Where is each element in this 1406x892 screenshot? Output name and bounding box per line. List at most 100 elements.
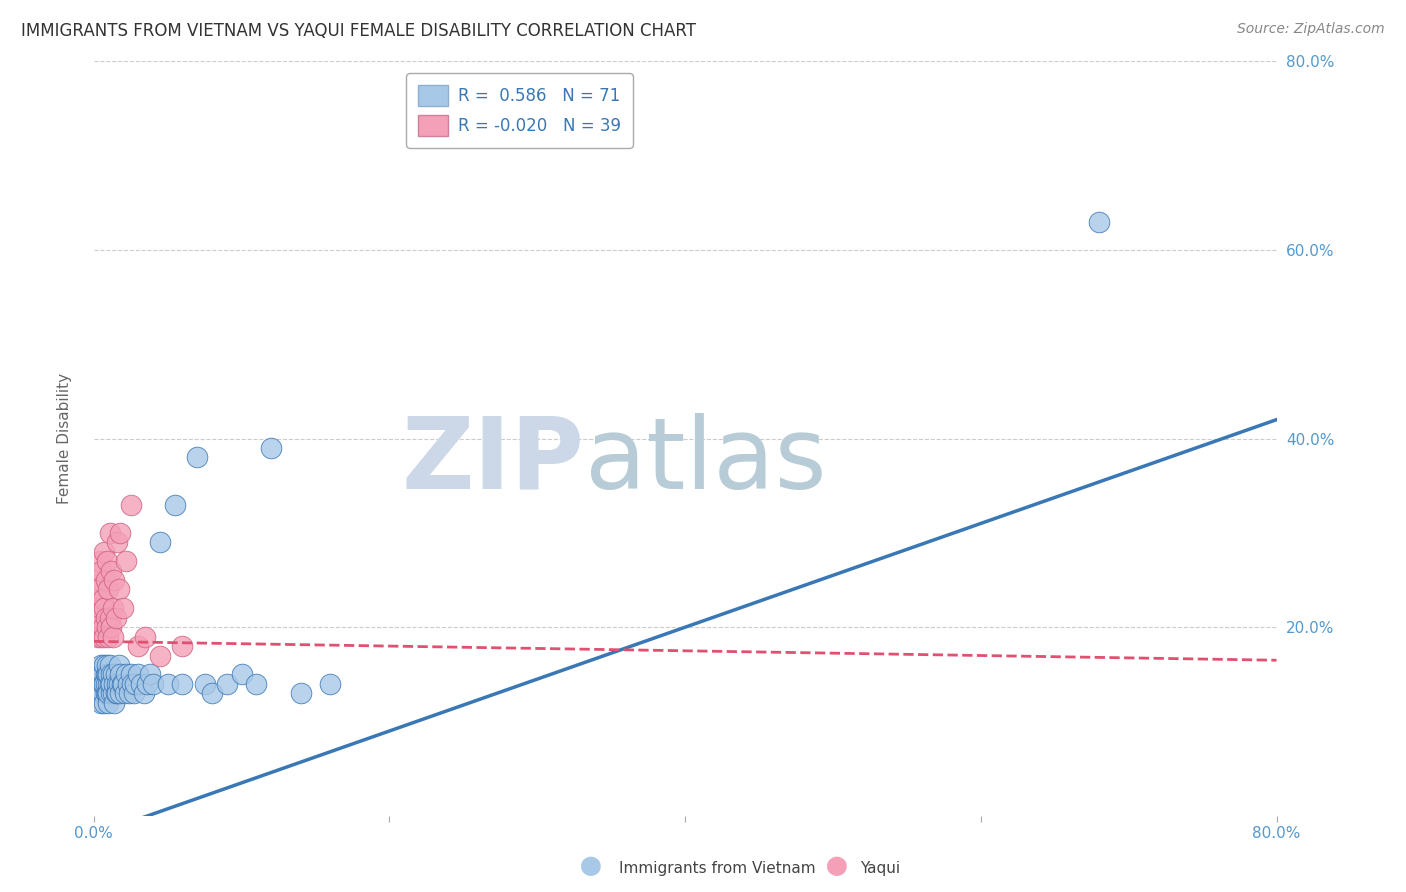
Point [97, 582, 120, 597]
Point [120, 667, 142, 681]
Y-axis label: Female Disability: Female Disability [58, 373, 72, 504]
Point [98, 677, 121, 691]
Point [120, 498, 142, 512]
Point [110, 667, 132, 681]
Point [112, 677, 135, 691]
Point [100, 677, 122, 691]
Point [90, 677, 112, 691]
Point [89, 611, 111, 625]
Point [90, 601, 112, 615]
Point [245, 677, 267, 691]
Point [91, 686, 114, 700]
Point [142, 677, 165, 691]
Point [87, 667, 110, 681]
Point [115, 554, 138, 568]
Point [101, 630, 124, 644]
Point [91, 677, 114, 691]
Point [149, 535, 172, 549]
Point [90, 564, 112, 578]
Point [100, 667, 122, 681]
Point [215, 677, 238, 691]
Point [93, 696, 115, 710]
Point [201, 686, 224, 700]
Point [117, 677, 139, 691]
Point [93, 657, 115, 672]
Point [96, 686, 118, 700]
Point [94, 667, 117, 681]
Point [290, 686, 312, 700]
Point [97, 630, 120, 644]
Point [90, 696, 112, 710]
Text: Immigrants from Vietnam: Immigrants from Vietnam [619, 861, 815, 876]
Text: ⬤: ⬤ [825, 856, 848, 876]
Point [111, 677, 134, 691]
Point [319, 677, 342, 691]
Point [100, 686, 122, 700]
Point [100, 620, 122, 634]
Point [132, 686, 155, 700]
Point [103, 696, 125, 710]
Point [89, 686, 111, 700]
Point [127, 639, 149, 653]
Point [105, 677, 128, 691]
Text: Yaqui: Yaqui [860, 861, 901, 876]
Point [108, 657, 131, 672]
Point [122, 686, 145, 700]
Point [112, 601, 135, 615]
Point [94, 677, 117, 691]
Point [93, 601, 115, 615]
Point [96, 667, 118, 681]
Point [231, 667, 253, 681]
Point [260, 441, 283, 455]
Point [96, 657, 118, 672]
Point [110, 686, 132, 700]
Point [89, 554, 111, 568]
Point [97, 686, 120, 700]
Point [118, 686, 141, 700]
Point [101, 601, 124, 615]
Point [97, 677, 120, 691]
Point [108, 677, 131, 691]
Legend: R =  0.586   N = 71, R = -0.020   N = 39: R = 0.586 N = 71, R = -0.020 N = 39 [406, 73, 633, 148]
Text: ⬤: ⬤ [579, 856, 602, 876]
Point [91, 667, 114, 681]
Point [90, 657, 112, 672]
Point [104, 667, 127, 681]
Point [103, 677, 125, 691]
Point [129, 677, 152, 691]
Point [101, 686, 124, 700]
Point [127, 667, 149, 681]
Point [96, 620, 118, 634]
Point [105, 535, 128, 549]
Point [156, 677, 179, 691]
Text: atlas: atlas [585, 413, 827, 509]
Point [172, 677, 194, 691]
Point [1088, 214, 1111, 228]
Text: IMMIGRANTS FROM VIETNAM VS YAQUI FEMALE DISABILITY CORRELATION CHART: IMMIGRANTS FROM VIETNAM VS YAQUI FEMALE … [21, 22, 696, 40]
Point [110, 525, 132, 540]
Point [86, 620, 108, 634]
Point [87, 630, 110, 644]
Point [136, 677, 159, 691]
Point [100, 564, 122, 578]
Point [172, 639, 194, 653]
Text: Source: ZipAtlas.com: Source: ZipAtlas.com [1237, 22, 1385, 37]
Point [114, 686, 136, 700]
Point [103, 573, 125, 587]
Point [101, 667, 124, 681]
Point [86, 686, 108, 700]
Point [108, 582, 131, 597]
Point [94, 573, 117, 587]
Point [104, 611, 127, 625]
Point [149, 648, 172, 663]
Point [105, 686, 128, 700]
Point [87, 573, 110, 587]
Point [93, 630, 115, 644]
Point [115, 667, 138, 681]
Point [90, 630, 112, 644]
Point [97, 667, 120, 681]
Point [104, 686, 127, 700]
Point [86, 591, 108, 606]
Point [194, 677, 217, 691]
Point [96, 554, 118, 568]
